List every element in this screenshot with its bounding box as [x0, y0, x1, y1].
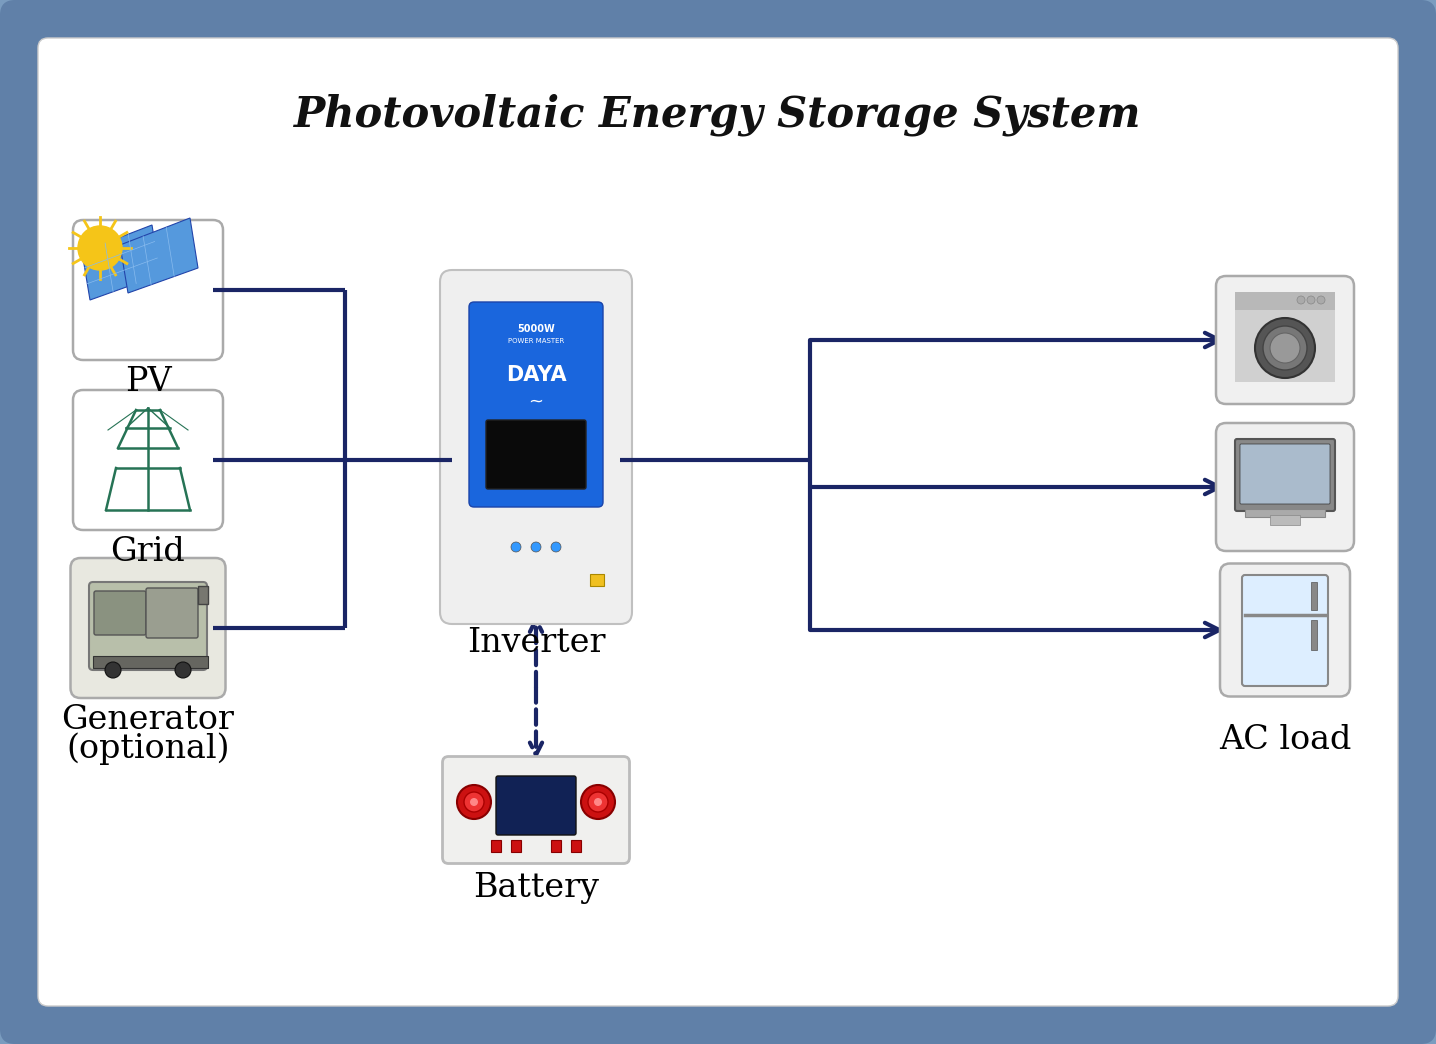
Circle shape [470, 798, 478, 806]
Bar [1311, 620, 1317, 650]
Circle shape [78, 226, 122, 270]
Text: PV: PV [125, 366, 171, 398]
Text: Generator: Generator [62, 704, 234, 736]
Bar [1311, 582, 1317, 610]
FancyBboxPatch shape [439, 270, 632, 624]
Polygon shape [82, 226, 159, 300]
Circle shape [457, 785, 491, 818]
Bar [1235, 292, 1335, 310]
Text: Photovoltaic Energy Storage System: Photovoltaic Energy Storage System [294, 94, 1142, 137]
Bar [1269, 515, 1300, 525]
Bar [198, 586, 208, 604]
Circle shape [551, 542, 561, 552]
Bar [491, 840, 501, 852]
Bar [551, 840, 561, 852]
Circle shape [175, 662, 191, 678]
FancyBboxPatch shape [470, 302, 603, 507]
FancyBboxPatch shape [1241, 444, 1330, 504]
Text: AC load: AC load [1219, 723, 1351, 756]
FancyBboxPatch shape [1235, 438, 1335, 511]
Circle shape [531, 542, 541, 552]
FancyBboxPatch shape [73, 390, 223, 530]
Text: Grid: Grid [111, 536, 185, 568]
FancyBboxPatch shape [146, 588, 198, 638]
FancyBboxPatch shape [495, 776, 576, 835]
FancyBboxPatch shape [1216, 423, 1354, 551]
FancyBboxPatch shape [442, 757, 629, 863]
Bar [572, 840, 582, 852]
Circle shape [1297, 296, 1305, 304]
FancyBboxPatch shape [1221, 564, 1350, 696]
Circle shape [511, 542, 521, 552]
Bar [590, 574, 605, 586]
Text: Battery: Battery [472, 873, 599, 904]
Text: 5000W: 5000W [517, 324, 554, 334]
FancyBboxPatch shape [1216, 276, 1354, 404]
Text: POWER MASTER: POWER MASTER [508, 338, 564, 345]
FancyBboxPatch shape [89, 582, 207, 670]
FancyBboxPatch shape [485, 420, 586, 489]
Circle shape [1264, 326, 1307, 370]
FancyBboxPatch shape [37, 38, 1399, 1006]
FancyBboxPatch shape [73, 220, 223, 360]
Text: DAYA: DAYA [505, 365, 566, 385]
Circle shape [582, 785, 615, 818]
Bar [511, 840, 521, 852]
Circle shape [1269, 333, 1300, 363]
Text: (optional): (optional) [66, 732, 230, 764]
Circle shape [464, 792, 484, 812]
Circle shape [1317, 296, 1325, 304]
Bar [93, 656, 208, 668]
Bar [1245, 509, 1325, 517]
FancyBboxPatch shape [93, 591, 146, 635]
Bar [1235, 292, 1335, 382]
Circle shape [105, 662, 121, 678]
Circle shape [587, 792, 607, 812]
Polygon shape [121, 218, 198, 293]
Text: Inverter: Inverter [467, 627, 605, 659]
Circle shape [595, 798, 602, 806]
Circle shape [1255, 318, 1315, 378]
Text: ~: ~ [528, 393, 543, 411]
FancyBboxPatch shape [1242, 575, 1328, 686]
FancyBboxPatch shape [70, 557, 225, 698]
Circle shape [1307, 296, 1315, 304]
